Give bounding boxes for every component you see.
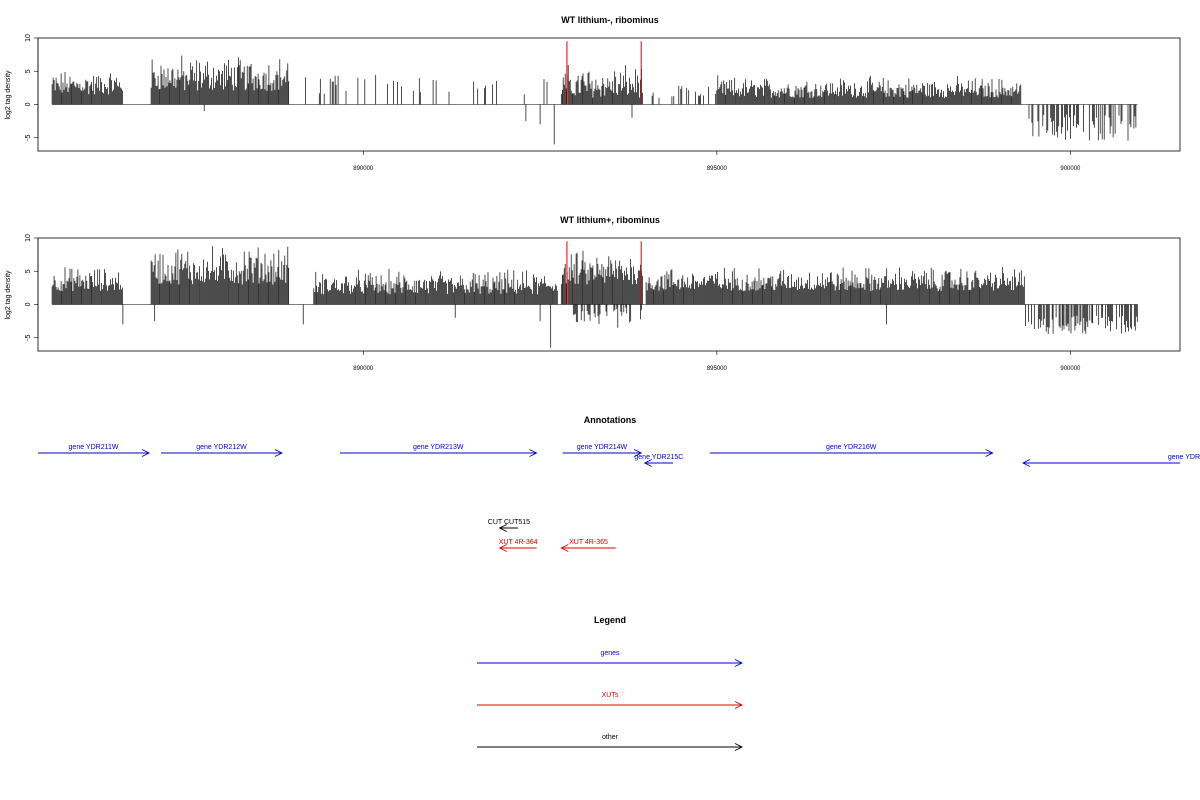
feature-label: gene YDR214W bbox=[577, 444, 628, 451]
y-tick-label: 0 bbox=[25, 302, 32, 306]
x-tick-label: 900000 bbox=[1060, 166, 1081, 172]
legend-label: genes bbox=[600, 650, 620, 657]
annotation-feature: CUT CUT515 bbox=[488, 519, 530, 532]
annotations-title: Annotations bbox=[584, 415, 637, 425]
feature-arrowhead bbox=[643, 459, 652, 467]
x-tick-label: 890000 bbox=[353, 366, 374, 372]
y-tick-label: -5 bbox=[25, 334, 32, 340]
feature-label: CUT CUT515 bbox=[488, 519, 530, 526]
feature-label: gene YDR213W bbox=[413, 444, 464, 451]
annotation-feature: gene YDR215C bbox=[634, 454, 683, 467]
coverage-panel-lithium-plus: WT lithium+, ribominus log2 tag density … bbox=[5, 215, 1181, 372]
annotations-track: Annotations gene YDR211W gene YDR212W gene… bbox=[38, 415, 1200, 552]
x-tick-label: 895000 bbox=[707, 366, 728, 372]
legend-label: other bbox=[602, 734, 619, 741]
feature-arrowhead bbox=[141, 449, 151, 457]
annotation-features: gene YDR211W gene YDR212W gene YDR213W gene… bbox=[38, 444, 1200, 552]
legend-item: XUTs bbox=[477, 692, 744, 709]
feature-arrowhead bbox=[560, 544, 569, 552]
feature-label: gene YDR211W bbox=[69, 444, 119, 451]
feature-arrowhead bbox=[498, 524, 507, 532]
annotation-feature: gene YDR bbox=[1022, 454, 1200, 467]
annotation-feature: XUT 4R-364 bbox=[498, 539, 538, 552]
legend-item: other bbox=[477, 734, 744, 751]
feature-arrowhead bbox=[1022, 459, 1031, 467]
feature-label: XUT 4R-365 bbox=[569, 539, 608, 546]
y-tick-label: 5 bbox=[25, 269, 32, 273]
legend-arrowhead bbox=[734, 743, 744, 751]
annotation-feature: gene YDR211W bbox=[38, 444, 151, 457]
legend-label: XUTs bbox=[602, 692, 619, 699]
feature-label: gene YDR bbox=[1168, 454, 1200, 461]
y-tick-label: 0 bbox=[25, 102, 32, 106]
panel-title: WT lithium+, ribominus bbox=[560, 215, 660, 225]
feature-label: gene YDR212W bbox=[196, 444, 247, 451]
feature-arrowhead bbox=[274, 449, 283, 457]
annotation-feature: gene YDR213W bbox=[339, 444, 538, 457]
x-axis: 890000 895000 900000 bbox=[353, 151, 1081, 172]
feature-label: gene YDR216W bbox=[826, 444, 877, 451]
legend-arrowhead bbox=[734, 659, 744, 667]
panel-title: WT lithium-, ribominus bbox=[561, 15, 659, 25]
coverage-bar-series bbox=[51, 55, 1137, 145]
position-markers bbox=[566, 241, 642, 305]
annotation-feature: gene YDR214W bbox=[562, 444, 643, 457]
coverage-bars bbox=[51, 246, 1138, 348]
legend-title: Legend bbox=[594, 615, 626, 625]
feature-arrowhead bbox=[498, 544, 507, 552]
feature-arrowhead bbox=[633, 449, 643, 457]
feature-arrowhead bbox=[529, 449, 538, 457]
y-axis: 10 5 0 -5 bbox=[25, 34, 39, 141]
x-tick-label: 890000 bbox=[353, 166, 374, 172]
legend-item: genes bbox=[477, 650, 744, 667]
annotation-feature: gene YDR216W bbox=[709, 444, 994, 457]
coverage-panel-lithium-minus: WT lithium-, ribominus log2 tag density … bbox=[5, 15, 1181, 172]
legend-items: genes XUTs other bbox=[477, 650, 744, 751]
feature-label: gene YDR215C bbox=[634, 454, 683, 461]
y-tick-label: 10 bbox=[25, 34, 32, 42]
y-axis: 10 5 0 -5 bbox=[25, 234, 39, 341]
annotation-feature: gene YDR212W bbox=[161, 444, 283, 457]
legend-arrowhead bbox=[734, 701, 744, 709]
coverage-bars bbox=[51, 55, 1138, 145]
legend: Legend genes XUTs other bbox=[477, 615, 744, 751]
coverage-bar-series bbox=[51, 246, 1138, 348]
annotation-feature: XUT 4R-365 bbox=[560, 539, 616, 552]
y-axis-label: log2 tag density bbox=[5, 70, 12, 120]
feature-arrowhead bbox=[985, 449, 994, 457]
y-axis-label: log2 tag density bbox=[5, 270, 12, 320]
x-axis: 890000 895000 900000 bbox=[353, 351, 1081, 372]
y-tick-label: 5 bbox=[25, 69, 32, 73]
x-tick-label: 900000 bbox=[1060, 366, 1081, 372]
y-tick-label: -5 bbox=[25, 134, 32, 140]
feature-label: XUT 4R-364 bbox=[499, 539, 538, 546]
y-tick-label: 10 bbox=[25, 234, 32, 242]
x-tick-label: 895000 bbox=[707, 166, 728, 172]
position-markers bbox=[566, 41, 642, 105]
